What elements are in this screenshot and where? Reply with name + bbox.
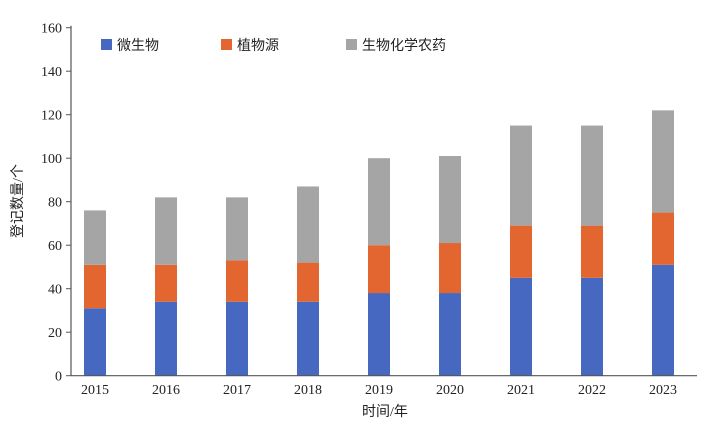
bar-2016-生物化学农药 (155, 197, 177, 265)
bar-2020-生物化学农药 (439, 156, 461, 244)
bar-2017-生物化学农药 (226, 197, 248, 261)
bar-2016-微生物 (155, 301, 177, 376)
y-tick-label: 120 (41, 109, 62, 124)
y-axis-label: 登记数量/个 (10, 164, 26, 238)
y-tick-label: 140 (41, 65, 62, 80)
legend-label: 微生物 (117, 38, 159, 54)
bar-2022-微生物 (581, 277, 603, 376)
bar-2021-微生物 (510, 277, 532, 376)
bar-2021-生物化学农药 (510, 125, 532, 226)
y-tick-label: 20 (48, 326, 62, 341)
bar-2017-微生物 (226, 301, 248, 376)
x-tick-label: 2020 (436, 383, 464, 398)
bar-2018-生物化学农药 (297, 186, 319, 263)
legend-label: 生物化学农药 (362, 38, 446, 54)
bar-2020-微生物 (439, 293, 461, 376)
y-tick-label: 80 (48, 196, 62, 211)
bar-2018-植物源 (297, 262, 319, 302)
y-tick-label: 0 (55, 370, 62, 385)
x-tick-label: 2021 (507, 383, 535, 398)
bar-2019-微生物 (368, 293, 390, 376)
legend-swatch (101, 39, 112, 50)
legend-swatch (221, 39, 232, 50)
bar-2017-植物源 (226, 260, 248, 302)
x-tick-label: 2019 (365, 383, 393, 398)
x-tick-label: 2018 (294, 383, 322, 398)
bar-2015-微生物 (84, 308, 106, 376)
x-tick-label: 2015 (81, 383, 109, 398)
bar-2020-植物源 (439, 243, 461, 294)
bar-2015-生物化学农药 (84, 210, 106, 265)
bar-2015-植物源 (84, 264, 106, 309)
bar-2019-植物源 (368, 245, 390, 294)
y-tick-label: 40 (48, 283, 62, 298)
bar-2022-植物源 (581, 225, 603, 278)
bar-2018-微生物 (297, 301, 319, 376)
y-tick-label: 160 (41, 22, 62, 37)
x-tick-label: 2016 (152, 383, 180, 398)
bar-2023-微生物 (652, 264, 674, 376)
x-tick-label: 2023 (649, 383, 677, 398)
legend-label: 植物源 (237, 38, 279, 54)
bar-2023-生物化学农药 (652, 110, 674, 213)
bar-2022-生物化学农药 (581, 125, 603, 226)
bar-2019-生物化学农药 (368, 158, 390, 246)
legend-swatch (346, 39, 357, 50)
x-tick-label: 2022 (578, 383, 606, 398)
x-axis-label: 时间/年 (362, 404, 408, 420)
y-tick-label: 100 (41, 152, 62, 167)
bar-2023-植物源 (652, 212, 674, 265)
x-tick-label: 2017 (223, 383, 251, 398)
bar-2016-植物源 (155, 264, 177, 302)
bar-2021-植物源 (510, 225, 532, 278)
y-tick-label: 60 (48, 239, 62, 254)
